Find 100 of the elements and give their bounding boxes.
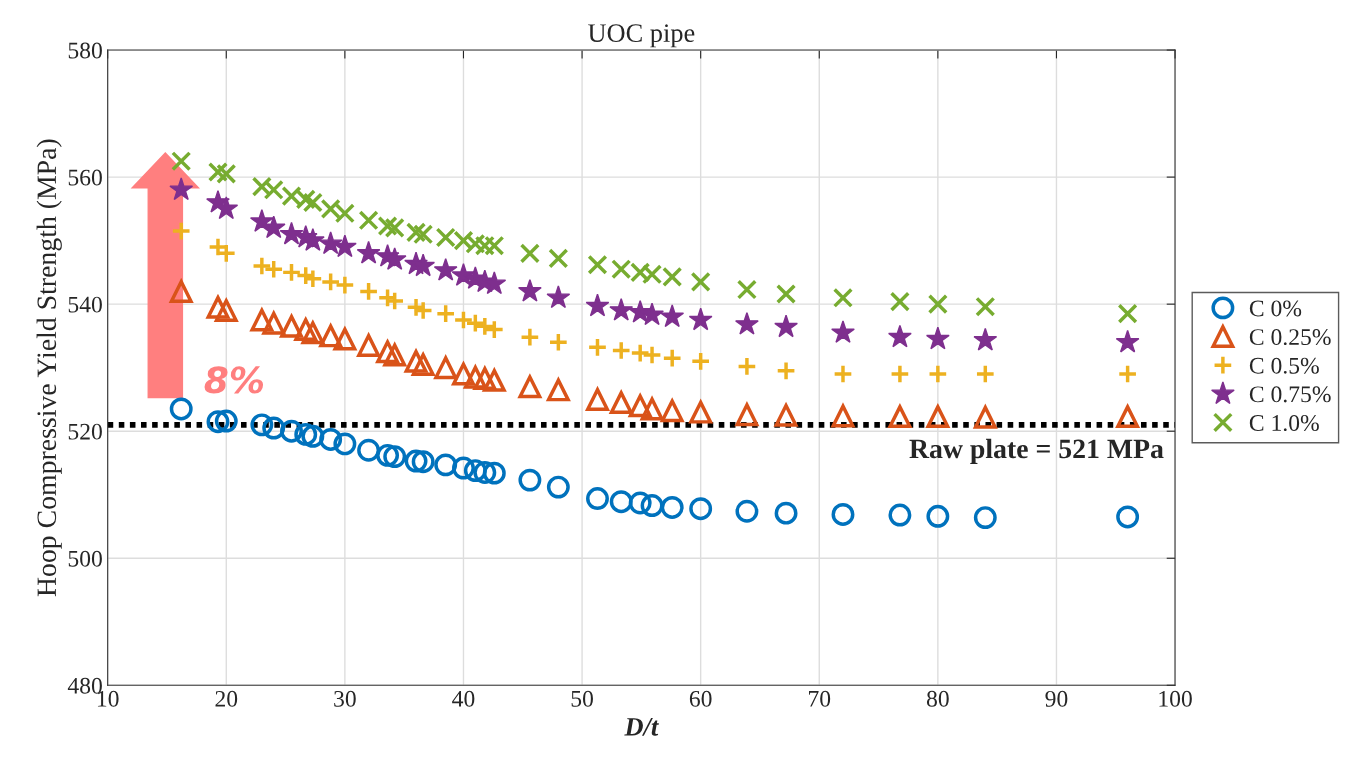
point [690, 271, 711, 292]
legend-label: C 0.5% [1249, 357, 1319, 374]
point [518, 468, 542, 492]
point [688, 307, 713, 331]
point [280, 419, 303, 443]
point [585, 293, 610, 317]
point [376, 443, 400, 467]
point [888, 503, 912, 527]
point [775, 360, 797, 381]
point [249, 306, 275, 332]
point [517, 278, 542, 302]
point [973, 506, 997, 530]
point [546, 378, 570, 402]
point [279, 312, 304, 338]
point [585, 385, 610, 411]
point [831, 404, 855, 428]
point [261, 309, 286, 335]
y-tick-label: 540 [68, 296, 102, 313]
x-tick-label: 60 [689, 690, 712, 707]
point [887, 324, 912, 348]
x-tick-label: 80 [926, 690, 949, 707]
point [548, 332, 569, 353]
point [294, 422, 318, 446]
point [403, 347, 429, 373]
point [319, 324, 343, 348]
point [302, 192, 323, 213]
point [463, 459, 487, 483]
point [975, 296, 996, 317]
point [452, 456, 475, 480]
x-tick-label: 100 [1159, 690, 1192, 707]
point [301, 424, 325, 448]
point [207, 161, 229, 183]
point [169, 177, 194, 201]
point [734, 311, 759, 335]
point [333, 432, 357, 456]
point [435, 303, 456, 324]
point [214, 409, 238, 433]
point [735, 499, 759, 523]
point [434, 453, 458, 477]
point [382, 341, 407, 367]
point [973, 327, 998, 351]
y-tick-label: 520 [68, 423, 102, 440]
point [660, 495, 684, 519]
point [216, 243, 237, 264]
point [249, 209, 274, 232]
point [609, 298, 634, 321]
point [332, 234, 357, 258]
legend-label: C 0.75% [1249, 386, 1331, 403]
point [774, 314, 798, 338]
point [214, 299, 238, 322]
point [736, 356, 757, 377]
point [358, 281, 379, 302]
legend-label: C 0% [1249, 300, 1302, 317]
point [279, 221, 304, 245]
point [519, 243, 540, 264]
chart-title: UOC pipe [588, 24, 695, 48]
point [484, 319, 505, 340]
point [332, 325, 358, 351]
point [630, 342, 651, 364]
point [628, 394, 652, 418]
x-tick-label: 20 [215, 690, 238, 707]
point [318, 231, 343, 255]
point [376, 340, 400, 364]
point [1116, 405, 1140, 429]
point [926, 405, 950, 429]
point [609, 391, 633, 415]
point [356, 240, 381, 264]
point [586, 487, 609, 510]
point [548, 248, 569, 269]
point [171, 151, 192, 172]
point [413, 224, 434, 245]
point [889, 363, 910, 385]
point [641, 344, 663, 366]
point [482, 461, 506, 485]
point [465, 313, 486, 334]
point [690, 351, 711, 372]
point [972, 403, 998, 429]
point [925, 326, 950, 350]
point [320, 271, 341, 292]
point [611, 340, 632, 361]
point [660, 399, 684, 423]
point [171, 221, 192, 242]
point [831, 502, 855, 526]
point [206, 410, 230, 434]
point [609, 490, 633, 514]
y-tick-label: 500 [68, 550, 102, 567]
ref-line-label: Raw plate = 521 MPa [909, 438, 1164, 464]
point [453, 309, 474, 331]
x-axis-title: D/t [624, 718, 659, 736]
point [250, 413, 274, 437]
point [889, 291, 910, 312]
x-tick-label: 30 [334, 690, 356, 707]
point [377, 215, 398, 237]
point [411, 353, 435, 376]
point [169, 279, 193, 303]
point [404, 449, 428, 473]
y-tick-label: 560 [68, 169, 102, 186]
point [383, 445, 407, 469]
point [216, 163, 237, 184]
point [640, 494, 664, 517]
